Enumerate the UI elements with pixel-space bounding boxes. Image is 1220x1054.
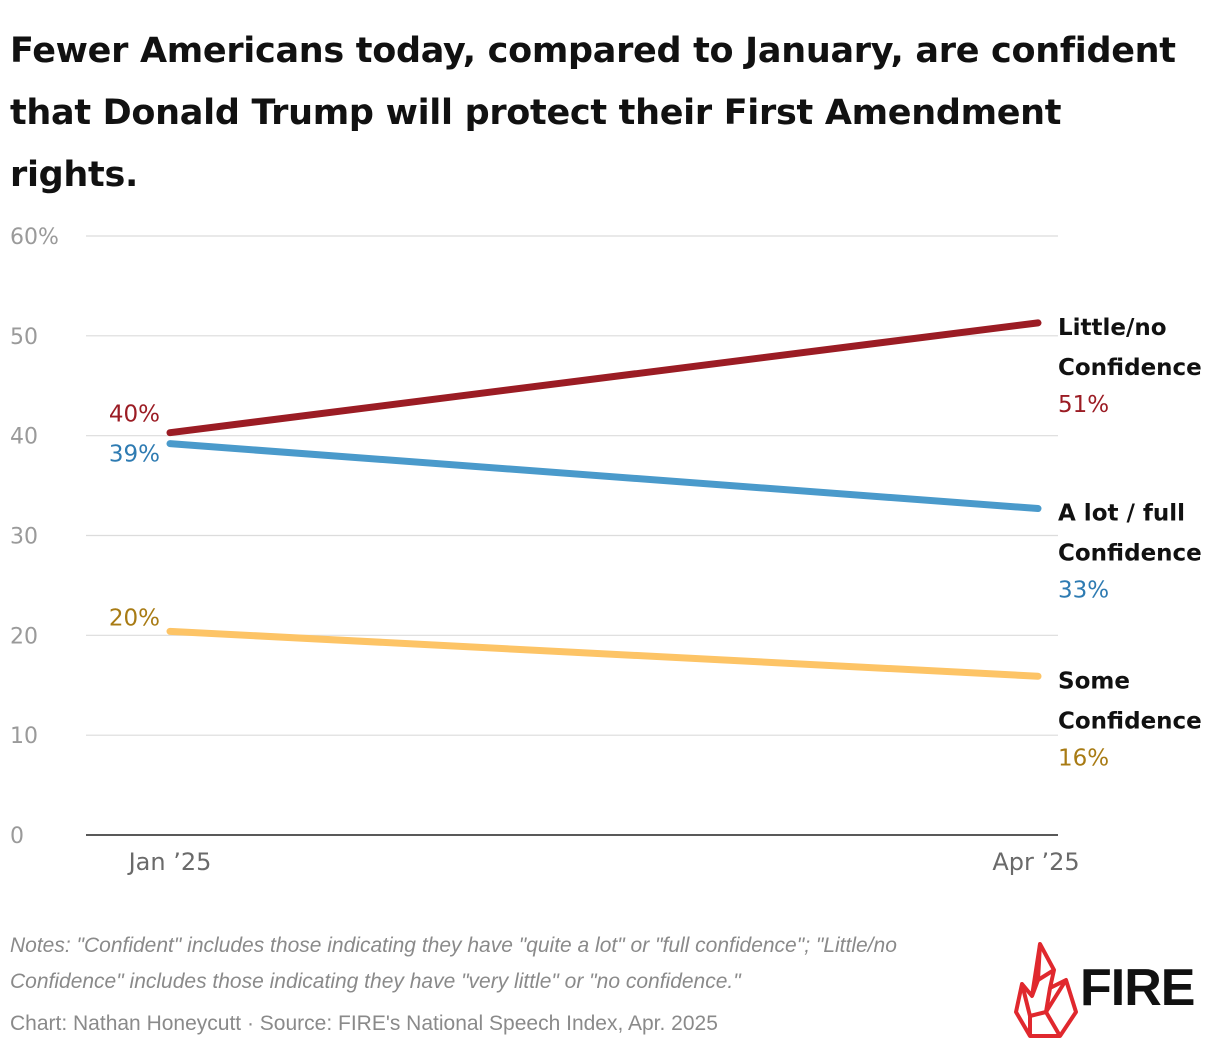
series-line — [166, 319, 1042, 437]
series-lines — [166, 319, 1042, 680]
axes: 0 10 20 30 40 50 60% Jan ’25 Apr ’25 — [10, 225, 1080, 876]
start-value-label: 39% — [109, 442, 160, 468]
series-name-label: Confidence — [1058, 708, 1202, 734]
end-value-label: 33% — [1058, 578, 1109, 604]
y-tick-label: 20 — [10, 624, 38, 649]
x-tick-label: Jan ’25 — [127, 848, 212, 876]
end-value-label: 16% — [1058, 745, 1109, 771]
logo-text: FIRE — [1080, 959, 1195, 1017]
chart-credit: Chart: Nathan Honeycutt · Source: FIRE's… — [10, 1012, 718, 1035]
y-tick-label: 0 — [10, 824, 24, 849]
y-tick-label: 60% — [10, 225, 59, 250]
data-labels: 40% 39% 20% Little/no Confidence 51% A lot / f… — [109, 315, 1202, 771]
chart-notes: Notes: "Confident" includes those indica… — [10, 934, 897, 993]
start-value-label: 20% — [109, 605, 160, 631]
series-line — [166, 440, 1042, 513]
series-name-label: Little/no — [1058, 315, 1167, 341]
y-tick-label: 10 — [10, 724, 38, 749]
flame-icon — [1014, 942, 1078, 1038]
chart-title: Fewer Americans today, compared to Janua… — [10, 31, 1176, 195]
start-value-label: 40% — [109, 402, 160, 428]
end-value-label: 51% — [1058, 392, 1109, 418]
fire-logo: FIRE — [1010, 940, 1215, 1040]
series-line — [166, 627, 1042, 680]
y-tick-label: 40 — [10, 425, 38, 450]
y-tick-label: 50 — [10, 325, 38, 350]
series-name-label: Confidence — [1058, 541, 1202, 567]
x-tick-label: Apr ’25 — [992, 848, 1079, 876]
gridlines — [86, 235, 1058, 736]
series-name-label: A lot / full — [1058, 501, 1185, 527]
y-tick-label: 30 — [10, 525, 38, 550]
series-name-label: Confidence — [1058, 355, 1202, 381]
series-name-label: Some — [1058, 668, 1130, 694]
line-chart: 0 10 20 30 40 50 60% Jan ’25 Apr ’25 40% 39% 20% Li… — [10, 225, 1202, 876]
